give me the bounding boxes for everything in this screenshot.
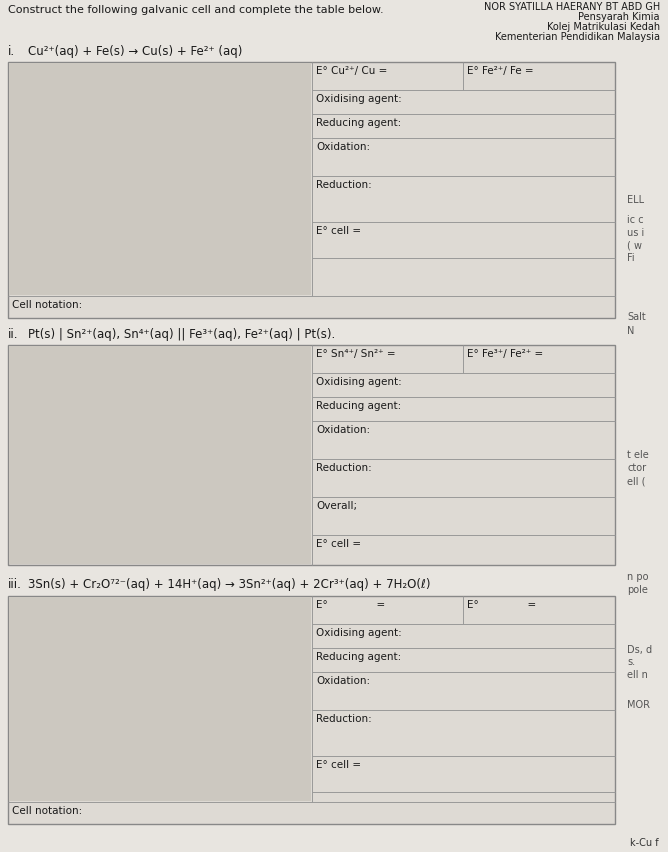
Text: Reducing agent:: Reducing agent: [316, 401, 401, 411]
Text: E° cell =: E° cell = [316, 226, 361, 236]
Text: Kolej Matrikulasi Kedah: Kolej Matrikulasi Kedah [547, 22, 660, 32]
Text: ELL: ELL [627, 195, 644, 205]
Text: Salt: Salt [627, 312, 646, 322]
Text: Reducing agent:: Reducing agent: [316, 652, 401, 662]
Text: Kementerian Pendidikan Malaysia: Kementerian Pendidikan Malaysia [495, 32, 660, 42]
Text: Overall;: Overall; [316, 501, 357, 511]
Text: E° Cu²⁺/ Cu =: E° Cu²⁺/ Cu = [316, 66, 387, 76]
Text: Cu²⁺(aq) + Fe(s) → Cu(s) + Fe²⁺ (aq): Cu²⁺(aq) + Fe(s) → Cu(s) + Fe²⁺ (aq) [28, 45, 242, 58]
Text: pole: pole [627, 585, 648, 595]
Text: s.: s. [627, 657, 635, 667]
Text: MOR: MOR [627, 700, 650, 710]
Text: ell (: ell ( [627, 476, 645, 486]
Text: Pt(s) | Sn²⁺(aq), Sn⁴⁺(aq) || Fe³⁺(aq), Fe²⁺(aq) | Pt(s).: Pt(s) | Sn²⁺(aq), Sn⁴⁺(aq) || Fe³⁺(aq), … [28, 328, 335, 341]
Text: Reducing agent:: Reducing agent: [316, 118, 401, 128]
Text: E°               =: E° = [467, 600, 536, 610]
Text: Fi: Fi [627, 253, 635, 263]
Text: Oxidation:: Oxidation: [316, 142, 370, 152]
Text: iii.: iii. [8, 578, 22, 591]
Text: ic c: ic c [627, 215, 644, 225]
Text: E°               =: E° = [316, 600, 385, 610]
Text: Construct the following galvanic cell and complete the table below.: Construct the following galvanic cell an… [8, 5, 383, 15]
Text: Cell notation:: Cell notation: [12, 806, 82, 816]
Text: ctor: ctor [627, 463, 646, 473]
Text: Pensyarah Kimia: Pensyarah Kimia [578, 12, 660, 22]
Text: ( w: ( w [627, 240, 642, 250]
Text: us i: us i [627, 228, 644, 238]
Text: Oxidation:: Oxidation: [316, 425, 370, 435]
Text: E° Fe²⁺/ Fe =: E° Fe²⁺/ Fe = [467, 66, 534, 76]
Text: Oxidation:: Oxidation: [316, 676, 370, 686]
Bar [8, 345, 615, 565]
Text: ii.: ii. [8, 328, 19, 341]
Text: Reduction:: Reduction: [316, 714, 372, 724]
Bar [9, 346, 311, 564]
Bar [9, 63, 311, 295]
Text: Ds, d: Ds, d [627, 645, 652, 655]
Bar [8, 596, 615, 824]
Text: E° Fe³⁺/ Fe²⁺ =: E° Fe³⁺/ Fe²⁺ = [467, 349, 543, 359]
Bar [9, 597, 311, 801]
Text: Reduction:: Reduction: [316, 180, 372, 190]
Text: E° cell =: E° cell = [316, 760, 361, 770]
Text: k-Cu f: k-Cu f [630, 838, 659, 848]
Text: E° cell =: E° cell = [316, 539, 361, 549]
Text: E° Sn⁴⁺/ Sn²⁺ =: E° Sn⁴⁺/ Sn²⁺ = [316, 349, 395, 359]
Text: 3Sn(s) + Cr₂O⁷²⁻(aq) + 14H⁺(aq) → 3Sn²⁺(aq) + 2Cr³⁺(aq) + 7H₂O(ℓ): 3Sn(s) + Cr₂O⁷²⁻(aq) + 14H⁺(aq) → 3Sn²⁺(… [28, 578, 430, 591]
Text: t ele: t ele [627, 450, 649, 460]
Text: ell n: ell n [627, 670, 648, 680]
Text: Oxidising agent:: Oxidising agent: [316, 377, 401, 387]
Text: Oxidising agent:: Oxidising agent: [316, 94, 401, 104]
Text: n po: n po [627, 572, 649, 582]
Text: Oxidising agent:: Oxidising agent: [316, 628, 401, 638]
Text: Reduction:: Reduction: [316, 463, 372, 473]
Bar [8, 62, 615, 318]
Text: N: N [627, 326, 635, 336]
Text: NOR SYATILLA HAERANY BT ABD GH: NOR SYATILLA HAERANY BT ABD GH [484, 2, 660, 12]
Text: Cell notation:: Cell notation: [12, 300, 82, 310]
Text: i.: i. [8, 45, 15, 58]
